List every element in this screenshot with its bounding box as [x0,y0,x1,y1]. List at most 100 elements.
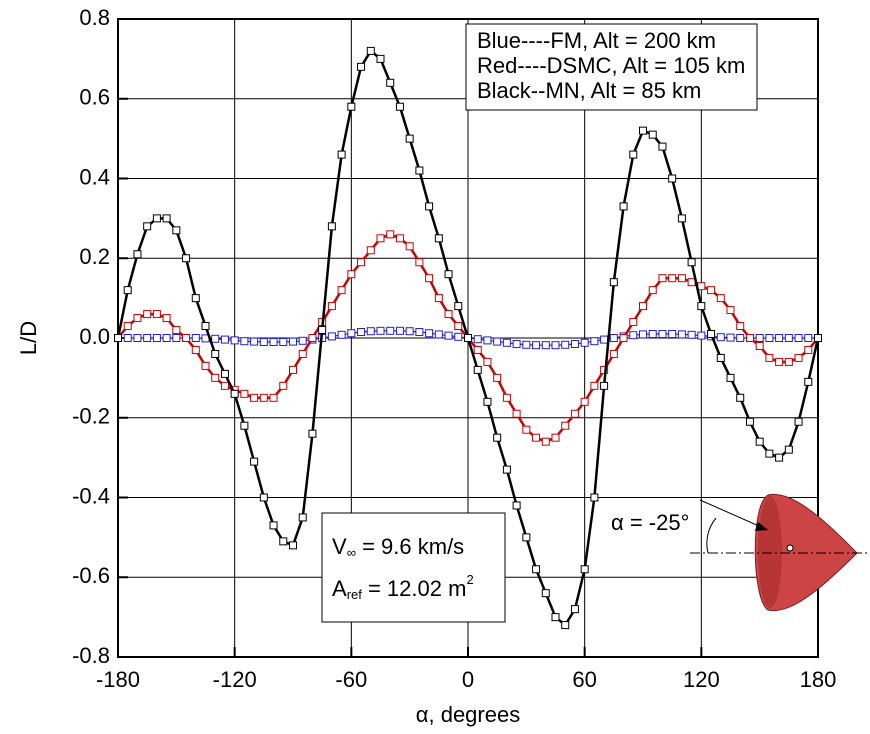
data-point [687,330,696,339]
data-point [172,326,181,335]
data-point [707,330,716,339]
data-point [707,286,716,295]
vehicle-base [758,496,782,608]
data-point [434,330,443,339]
data-point [425,274,434,283]
data-point [172,226,181,235]
data-point [230,336,239,345]
data-point [590,493,599,502]
data-point [794,417,803,426]
x-tick-label: -120 [213,667,257,692]
data-point [357,328,366,337]
data-point [123,334,132,342]
data-point [434,294,443,303]
data-point [609,278,618,287]
data-point [532,341,541,350]
data-point [794,353,803,362]
data-point [250,337,259,346]
data-point [395,326,404,335]
y-tick-label: -0.8 [72,643,110,668]
data-point [755,334,764,342]
data-point [337,150,346,159]
data-point [775,334,784,342]
data-point [230,389,239,398]
data-point [337,286,346,295]
data-point [697,282,706,291]
data-point [483,357,492,366]
data-point [434,234,443,243]
data-point [201,322,210,331]
data-point [600,335,609,344]
flow-arrow [699,499,769,531]
data-point [561,621,570,630]
data-point [804,377,813,386]
y-axis-label: L/D [16,321,41,355]
data-point [629,331,638,340]
data-point [415,328,424,337]
data-point [532,433,541,442]
data-point [425,329,434,338]
data-point [716,333,725,342]
data-point [289,541,297,550]
vehicle-inset: α = -25° [611,493,870,612]
data-point [337,330,346,339]
legend-box [465,23,758,111]
data-point [152,334,161,342]
data-point [357,62,366,71]
data-point [182,254,191,263]
data-point [629,318,638,327]
data-point [775,453,784,462]
data-point [386,230,395,239]
x-tick-label: 120 [683,667,720,692]
inset-label: α = -25° [611,510,689,535]
annotation-sup: 2 [466,572,473,587]
data-point [580,565,589,574]
x-tick-label: 0 [462,667,474,692]
data-point [114,334,122,342]
data-point [512,409,521,418]
data-point [502,465,511,474]
data-point [648,286,657,295]
data-point [726,306,735,315]
data-point [619,202,628,211]
y-tick-label: 0.8 [79,5,110,30]
data-point [493,433,502,442]
data-point [366,46,375,55]
data-point [259,337,268,346]
data-point [784,445,793,454]
data-point [619,334,628,342]
annotation: V∞ = 9.6 km/s [332,534,464,561]
data-point [318,326,327,335]
data-point [473,335,482,344]
data-point [259,493,268,502]
annotation-main: V [332,534,347,559]
data-point [668,330,677,339]
data-point [279,381,288,390]
data-point [658,274,667,283]
data-point [570,339,579,348]
data-point [570,409,579,418]
data-point [454,322,463,331]
data-point [162,314,171,323]
data-point [493,337,502,346]
data-point [590,337,599,346]
data-point [269,393,278,402]
data-point [395,102,404,111]
data-point [784,357,793,366]
data-point [502,393,511,402]
data-point [483,397,492,406]
data-point [570,605,579,614]
data-point [668,274,677,283]
data-point [522,533,531,542]
data-point [395,234,404,243]
data-point [201,361,210,370]
data-point [658,330,667,339]
cg-marker [786,544,794,552]
x-tick-label: -60 [335,667,367,692]
data-point [152,214,161,223]
data-point [123,286,132,295]
data-point [755,437,764,446]
annotation-sub: ref [347,587,363,602]
y-tick-label: 0.6 [79,85,110,110]
legend-entry: Blue----FM, Alt = 200 km [477,28,716,53]
